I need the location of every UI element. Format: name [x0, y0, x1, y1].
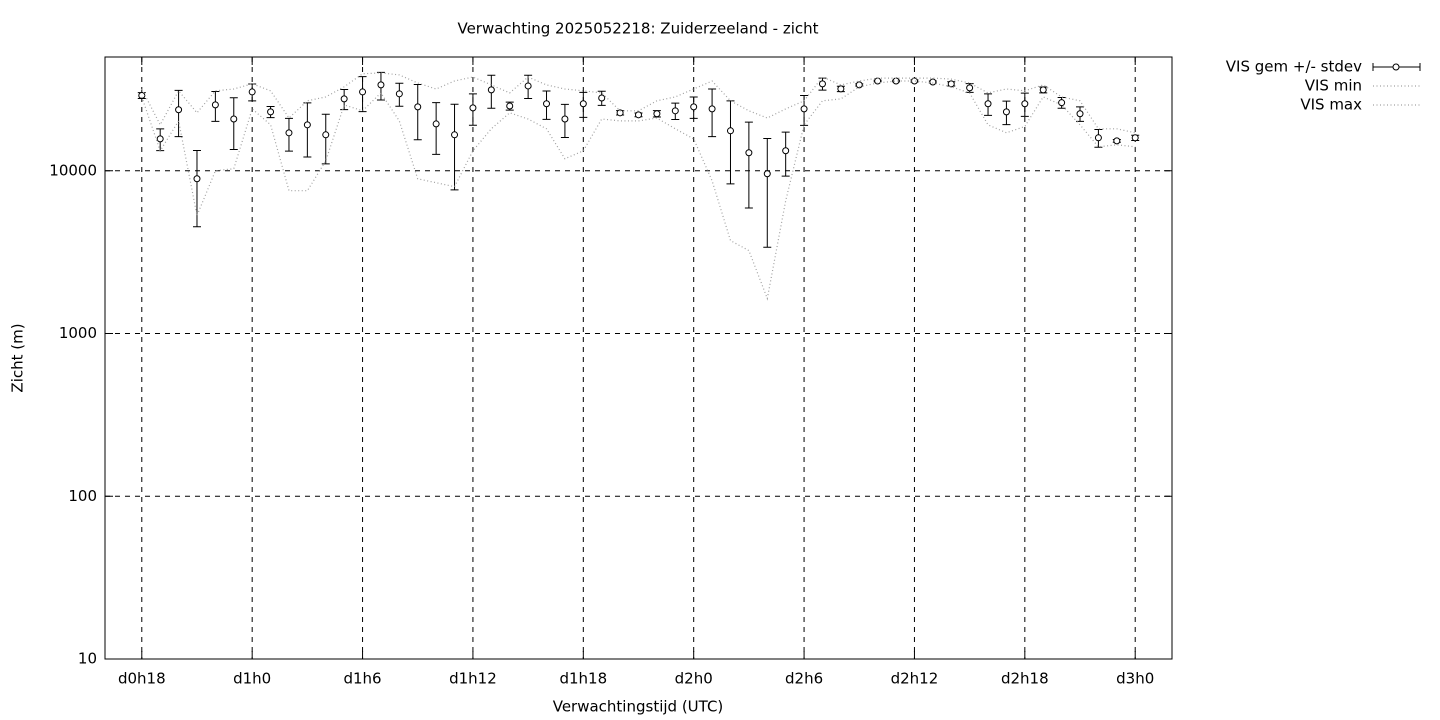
point: [175, 106, 183, 114]
point: [469, 104, 477, 112]
point: [616, 109, 624, 117]
point: [359, 88, 367, 96]
point: [708, 105, 716, 113]
point: [193, 175, 201, 183]
point: [653, 110, 661, 118]
legend-label: VIS min: [1305, 77, 1362, 95]
chart-title: Verwachting 2025052218: Zuiderzeeland - …: [457, 20, 818, 38]
x-tick-label: d2h0: [675, 670, 713, 688]
point: [671, 107, 679, 115]
y-tick-label: 1000: [59, 324, 97, 342]
error-bar: [321, 113, 330, 165]
line: [141, 72, 1136, 134]
point: [248, 88, 256, 96]
point: [377, 81, 385, 89]
point: [782, 147, 790, 155]
legend-label: VIS max: [1300, 96, 1362, 114]
error-bar: [763, 137, 772, 248]
point: [690, 103, 698, 111]
point: [837, 85, 845, 93]
x-axis-label: Verwachtingstijd (UTC): [553, 698, 724, 716]
x-tick-label: d2h18: [1001, 670, 1049, 688]
y-tick-label: 100: [68, 487, 97, 505]
point: [1058, 99, 1066, 107]
y-tick-label: 10000: [49, 161, 97, 179]
point: [285, 129, 293, 137]
error-bar: [744, 121, 753, 209]
line: [141, 80, 1136, 301]
error-bar: [174, 89, 183, 138]
legend-swatch: [1392, 63, 1400, 71]
point: [763, 170, 771, 178]
error-bar: [432, 102, 441, 155]
point: [818, 80, 826, 88]
point: [855, 81, 863, 89]
error-bar: [192, 149, 201, 228]
x-tick-label: d2h12: [891, 670, 939, 688]
point: [303, 121, 311, 129]
point: [340, 95, 348, 103]
point: [1039, 86, 1047, 94]
error-bar: [708, 88, 717, 138]
point: [874, 77, 882, 85]
point: [984, 100, 992, 108]
point: [726, 127, 734, 135]
point: [524, 82, 532, 90]
point: [414, 103, 422, 111]
point: [322, 131, 330, 139]
error-bar: [450, 103, 459, 191]
point: [1094, 134, 1102, 142]
point: [892, 77, 900, 85]
point: [1002, 108, 1010, 116]
x-tick-label: d1h0: [233, 670, 271, 688]
point: [1131, 134, 1139, 142]
point: [966, 84, 974, 92]
x-tick-label: d1h12: [449, 670, 497, 688]
point: [1113, 137, 1121, 145]
error-bar: [726, 100, 735, 185]
point: [1021, 100, 1029, 108]
point: [506, 102, 514, 110]
point: [598, 94, 606, 102]
point: [579, 100, 587, 108]
point: [432, 120, 440, 128]
error-bar: [229, 97, 238, 151]
error-bar: [303, 102, 312, 158]
point: [230, 115, 238, 123]
point: [543, 100, 551, 108]
x-tick-label: d1h18: [559, 670, 607, 688]
x-tick-label: d0h18: [118, 670, 166, 688]
point: [395, 90, 403, 98]
error-bar: [413, 83, 422, 141]
point: [487, 86, 495, 94]
point: [947, 80, 955, 88]
point: [1076, 110, 1084, 118]
x-tick-label: d3h0: [1116, 670, 1154, 688]
x-tick-label: d1h6: [343, 670, 381, 688]
point: [745, 149, 753, 157]
point: [561, 115, 569, 123]
plot-frame: [104, 56, 1173, 660]
point: [635, 111, 642, 119]
legend-label: VIS gem +/- stdev: [1226, 58, 1362, 76]
point: [929, 78, 937, 86]
y-tick-label: 10: [78, 650, 97, 668]
point: [267, 108, 275, 116]
point: [451, 131, 459, 139]
y-axis-label: Zicht (m): [9, 323, 27, 392]
point: [156, 135, 164, 143]
x-tick-label: d2h6: [785, 670, 823, 688]
point: [211, 101, 219, 109]
point: [800, 105, 808, 113]
